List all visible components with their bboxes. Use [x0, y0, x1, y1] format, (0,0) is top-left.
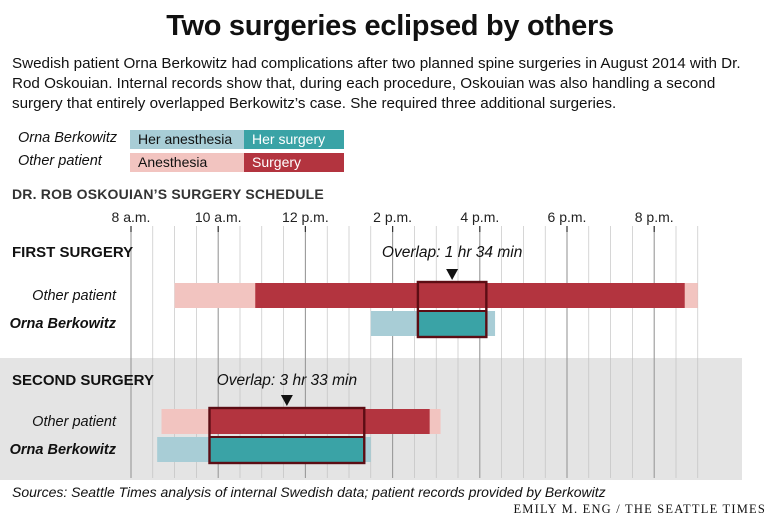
intro-text: Swedish patient Orna Berkowitz had compl… — [12, 55, 741, 112]
legend-her-surgery: Her surgery — [244, 130, 344, 149]
her-surgery-bar — [209, 437, 365, 462]
x-tick-label: 12 p.m. — [282, 209, 329, 225]
x-tick-label: 6 p.m. — [548, 209, 587, 225]
other-surgery-bar — [255, 283, 685, 308]
row-label: Orna Berkowitz — [10, 316, 117, 332]
legend-surgery: Surgery — [244, 153, 344, 172]
x-tick-label: 2 p.m. — [373, 209, 412, 225]
x-tick-label: 10 a.m. — [195, 209, 242, 225]
group-label: FIRST SURGERY — [12, 244, 133, 261]
legend-other-label: Other patient — [18, 153, 102, 169]
schedule-title: DR. ROB OSKOUIAN’S SURGERY SCHEDULE — [12, 186, 324, 202]
source-note: Sources: Seattle Times analysis of inter… — [12, 484, 606, 500]
credit-line: EMILY M. ENG / THE SEATTLE TIMES — [513, 502, 766, 516]
row-label: Other patient — [32, 414, 117, 430]
row-label: Orna Berkowitz — [10, 442, 117, 458]
x-tick-label: 8 a.m. — [112, 209, 151, 225]
her-surgery-bar — [417, 311, 487, 336]
overlap-outline — [208, 406, 366, 465]
legend-her-anesthesia: Her anesthesia — [130, 130, 244, 149]
overlap-label: Overlap: 3 hr 33 min — [217, 372, 357, 389]
legend-anesthesia: Anesthesia — [130, 153, 244, 172]
chart-title: Two surgeries eclipsed by others — [166, 10, 614, 42]
x-tick-label: 4 p.m. — [460, 209, 499, 225]
legend-berkowitz-label: Orna Berkowitz — [18, 130, 118, 146]
group-label: SECOND SURGERY — [12, 372, 154, 389]
other-surgery-bar — [209, 409, 430, 434]
overlap-arrow — [280, 395, 293, 406]
row-label: Other patient — [32, 288, 117, 304]
overlap-arrow — [446, 269, 459, 280]
x-tick-label: 8 p.m. — [635, 209, 674, 225]
overlap-label: Overlap: 1 hr 34 min — [382, 244, 522, 261]
overlap-outline — [416, 280, 488, 339]
